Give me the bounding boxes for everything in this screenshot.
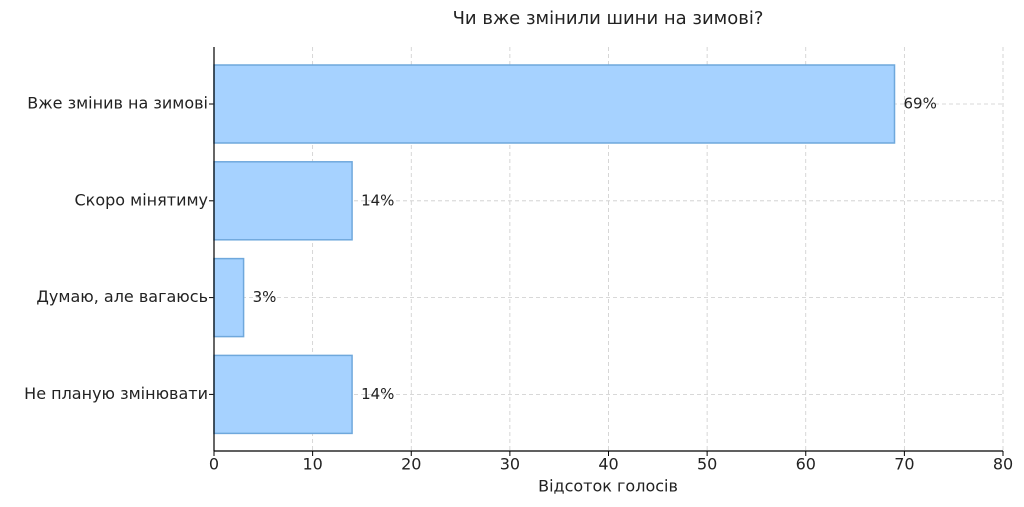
bar — [213, 64, 896, 144]
x-tick-label: 0 — [209, 455, 219, 474]
value-label: 14% — [361, 385, 394, 403]
x-tick-label: 10 — [302, 455, 322, 474]
x-tick-label: 60 — [796, 455, 816, 474]
x-tick-label: 70 — [894, 455, 914, 474]
x-tick-label: 80 — [993, 455, 1013, 474]
x-tick-label: 20 — [401, 455, 421, 474]
bar — [213, 354, 353, 435]
x-tick-label: 30 — [500, 455, 520, 474]
x-axis-label: Відсоток голосів — [538, 477, 678, 496]
x-tick-label: 40 — [598, 455, 618, 474]
y-tick-label: Скоро мінятиму — [74, 190, 208, 209]
bar — [213, 257, 245, 338]
value-label: 14% — [361, 191, 394, 209]
x-tick-label: 50 — [697, 455, 717, 474]
chart-title: Чи вже змінили шини на зимові? — [453, 8, 764, 29]
bar — [213, 161, 353, 241]
value-label: 3% — [253, 288, 277, 306]
value-label: 69% — [904, 95, 937, 113]
y-tick-label: Вже змінив на зимові — [27, 94, 208, 113]
y-tick-label: Не планую змінювати — [24, 384, 208, 403]
y-tick-label: Думаю, але вагаюсь — [36, 287, 208, 306]
